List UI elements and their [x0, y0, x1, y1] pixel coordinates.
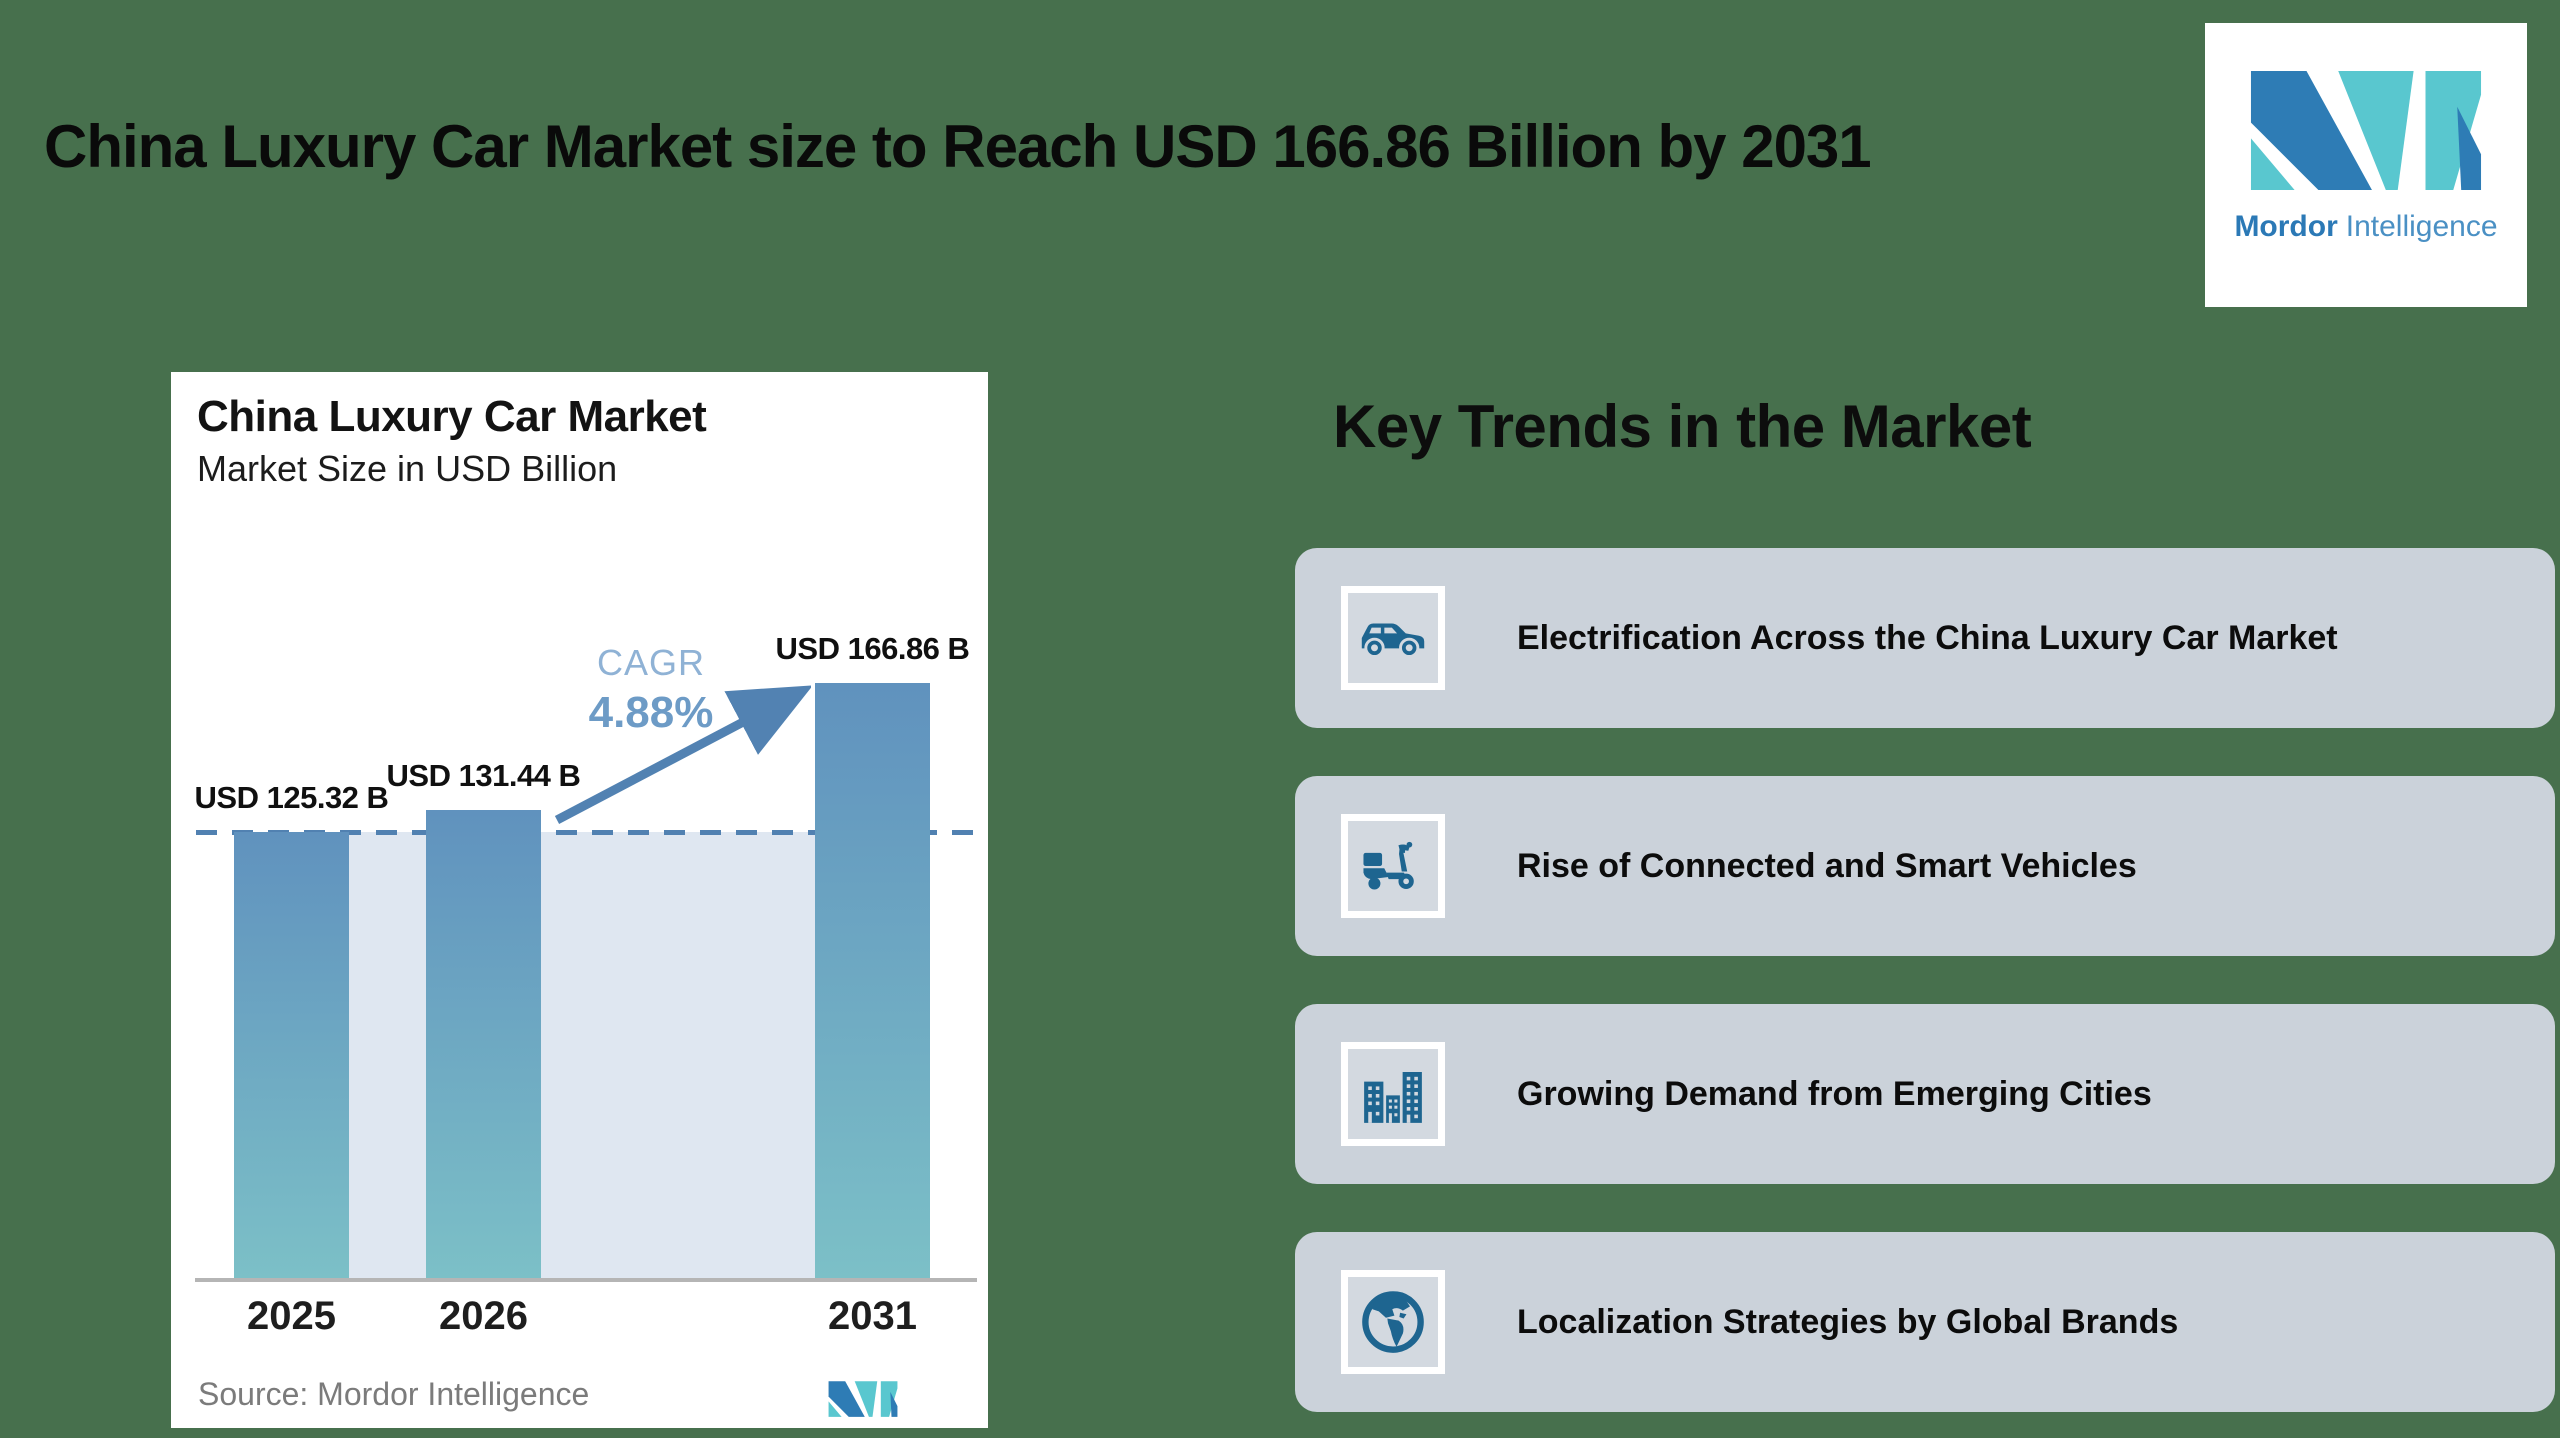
- cagr-annotation: CAGR 4.88%: [551, 642, 751, 738]
- chart-subtitle: Market Size in USD Billion: [197, 448, 618, 489]
- source-note: Source: Mordor Intelligence: [198, 1376, 590, 1412]
- icon-tile: [1341, 1042, 1445, 1146]
- brand-name-bold: Mordor: [2234, 210, 2338, 243]
- bar-value-label-2026: USD 131.44 B: [386, 757, 581, 793]
- trend-label: Rise of Connected and Smart Vehicles: [1517, 846, 2137, 885]
- trend-label: Growing Demand from Emerging Cities: [1517, 1074, 2152, 1113]
- trend-label: Localization Strategies by Global Brands: [1517, 1302, 2179, 1341]
- trend-card-electrification: Electrification Across the China Luxury …: [1295, 548, 2555, 728]
- scooter-icon: [1363, 841, 1414, 890]
- city-buildings-icon: [1364, 1072, 1422, 1123]
- car-icon: [1361, 623, 1425, 658]
- x-tick-2031: 2031: [828, 1294, 917, 1338]
- icon-tile: [1341, 586, 1445, 690]
- icon-tile: [1341, 814, 1445, 918]
- bar-2025: [234, 831, 349, 1280]
- mordor-logo-icon-small: [828, 1381, 898, 1417]
- baseline-dashed-line: [196, 829, 980, 835]
- bar-value-label-2025: USD 125.32 B: [194, 779, 389, 815]
- trend-label: Electrification Across the China Luxury …: [1517, 618, 2338, 657]
- market-chart-card: China Luxury Car Market Market Size in U…: [171, 372, 988, 1428]
- x-tick-2025: 2025: [247, 1294, 336, 1338]
- brand-name-light: Intelligence: [2345, 210, 2498, 243]
- trend-card-localization: Localization Strategies by Global Brands: [1295, 1232, 2555, 1412]
- trend-card-connected-vehicles: Rise of Connected and Smart Vehicles: [1295, 776, 2555, 956]
- trends-heading: Key Trends in the Market: [1333, 393, 2032, 460]
- bar-2031: [815, 683, 930, 1280]
- baseline-area: [234, 831, 930, 1280]
- icon-tile: [1341, 1270, 1445, 1374]
- globe-icon: [1362, 1291, 1424, 1353]
- chart-title: China Luxury Car Market: [197, 392, 707, 441]
- bar-2026: [426, 809, 541, 1280]
- growth-arrow-icon: [554, 685, 811, 824]
- brand-logo-text: Mordor Intelligence: [2234, 210, 2497, 244]
- brand-logo-box: Mordor Intelligence: [2205, 23, 2527, 307]
- x-tick-2026: 2026: [439, 1294, 528, 1338]
- cagr-value: 4.88%: [588, 688, 714, 737]
- page-title: China Luxury Car Market size to Reach US…: [44, 113, 1872, 180]
- cagr-label: CAGR: [596, 642, 705, 683]
- bar-plot: USD 125.32 B 2025 USD 131.44 B 2026 USD 166.…: [171, 372, 988, 1428]
- mordor-logo-icon: [2250, 71, 2482, 190]
- x-axis-line: [195, 1278, 977, 1282]
- trend-card-emerging-cities: Growing Demand from Emerging Cities: [1295, 1004, 2555, 1184]
- bar-value-label-2031: USD 166.86 B: [775, 631, 970, 666]
